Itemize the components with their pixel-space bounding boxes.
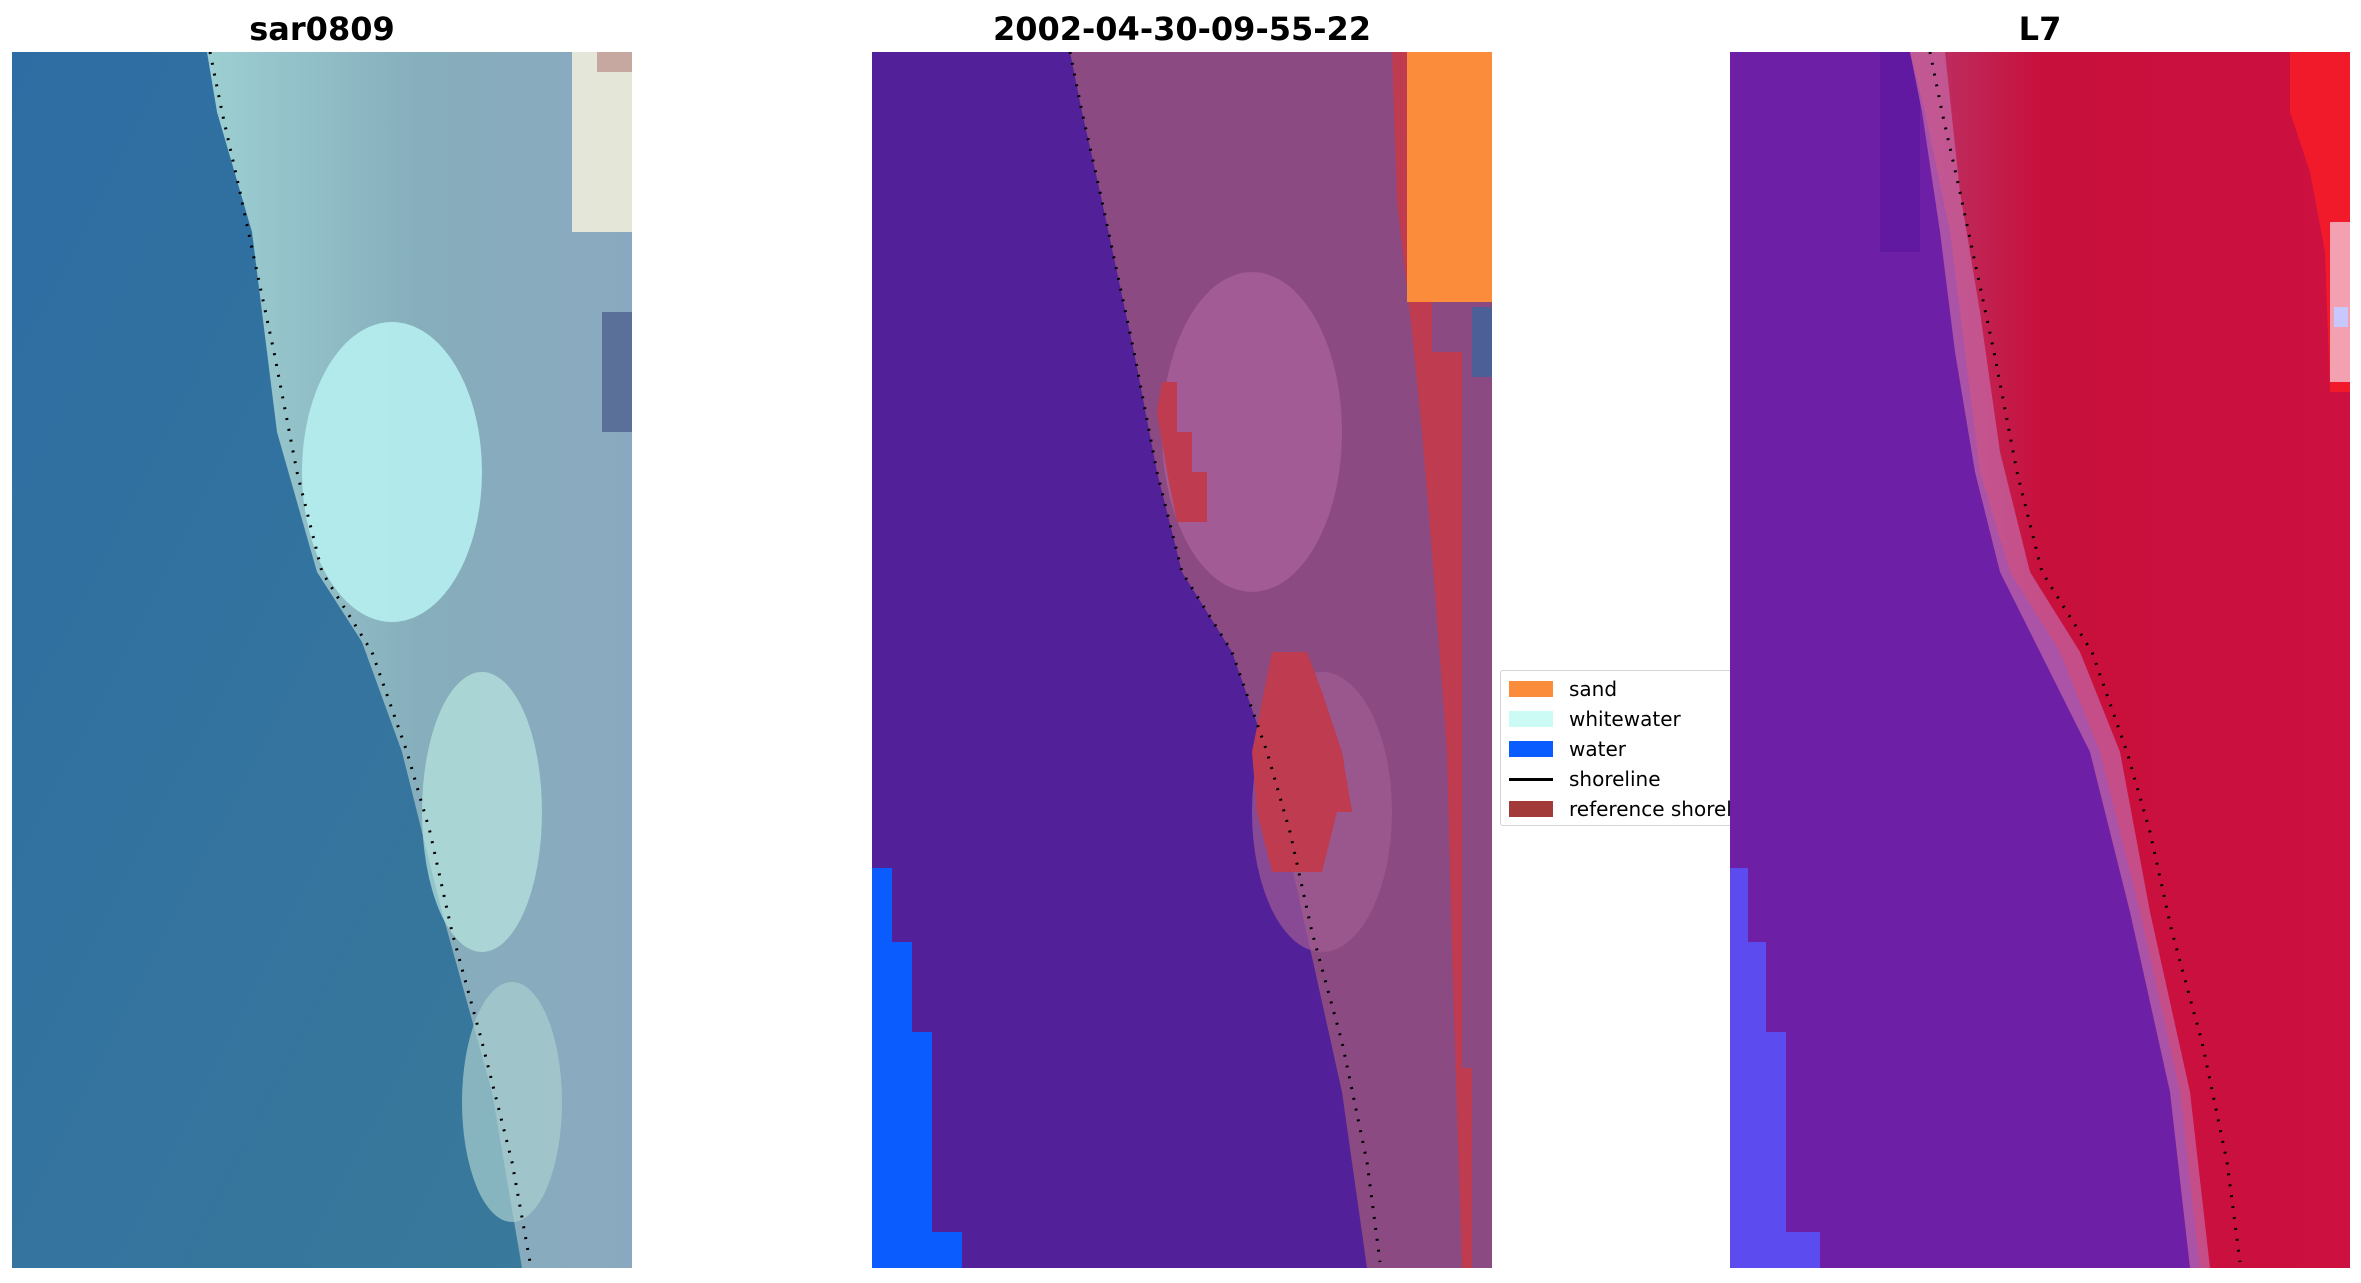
legend-swatch-whitewater xyxy=(1509,711,1553,727)
panel-title-l7: L7 xyxy=(2018,10,2062,48)
legend-label-shoreline: shoreline xyxy=(1569,767,1661,791)
legend-item-whitewater: whitewater xyxy=(1509,707,1681,731)
legend-item-sand: sand xyxy=(1509,677,1617,701)
l7-image-panel xyxy=(1730,52,2350,1268)
classification-image-panel xyxy=(872,52,1492,1268)
legend-swatch-sand xyxy=(1509,681,1553,697)
legend-swatch-water xyxy=(1509,741,1553,757)
legend-label-water: water xyxy=(1569,737,1626,761)
legend: sand whitewater water shoreline referenc… xyxy=(1500,670,1740,826)
legend-swatch-shoreline xyxy=(1509,777,1553,781)
legend-item-reference-shoreline: reference shoreline xyxy=(1509,797,1739,821)
legend-item-water: water xyxy=(1509,737,1626,761)
panel-title-rgb: sar0809 xyxy=(249,10,395,48)
legend-label-whitewater: whitewater xyxy=(1569,707,1681,731)
rgb-image-panel xyxy=(12,52,632,1268)
legend-label-sand: sand xyxy=(1569,677,1618,701)
l7-image xyxy=(1730,52,2350,1268)
legend-item-shoreline: shoreline xyxy=(1509,767,1661,791)
panel-title-classification: 2002-04-30-09-55-22 xyxy=(992,10,1372,48)
rgb-satellite-image xyxy=(12,52,632,1268)
legend-label-reference-shoreline: reference shoreline xyxy=(1569,797,1739,821)
classification-image xyxy=(872,52,1492,1268)
legend-swatch-reference-shoreline xyxy=(1509,801,1553,817)
